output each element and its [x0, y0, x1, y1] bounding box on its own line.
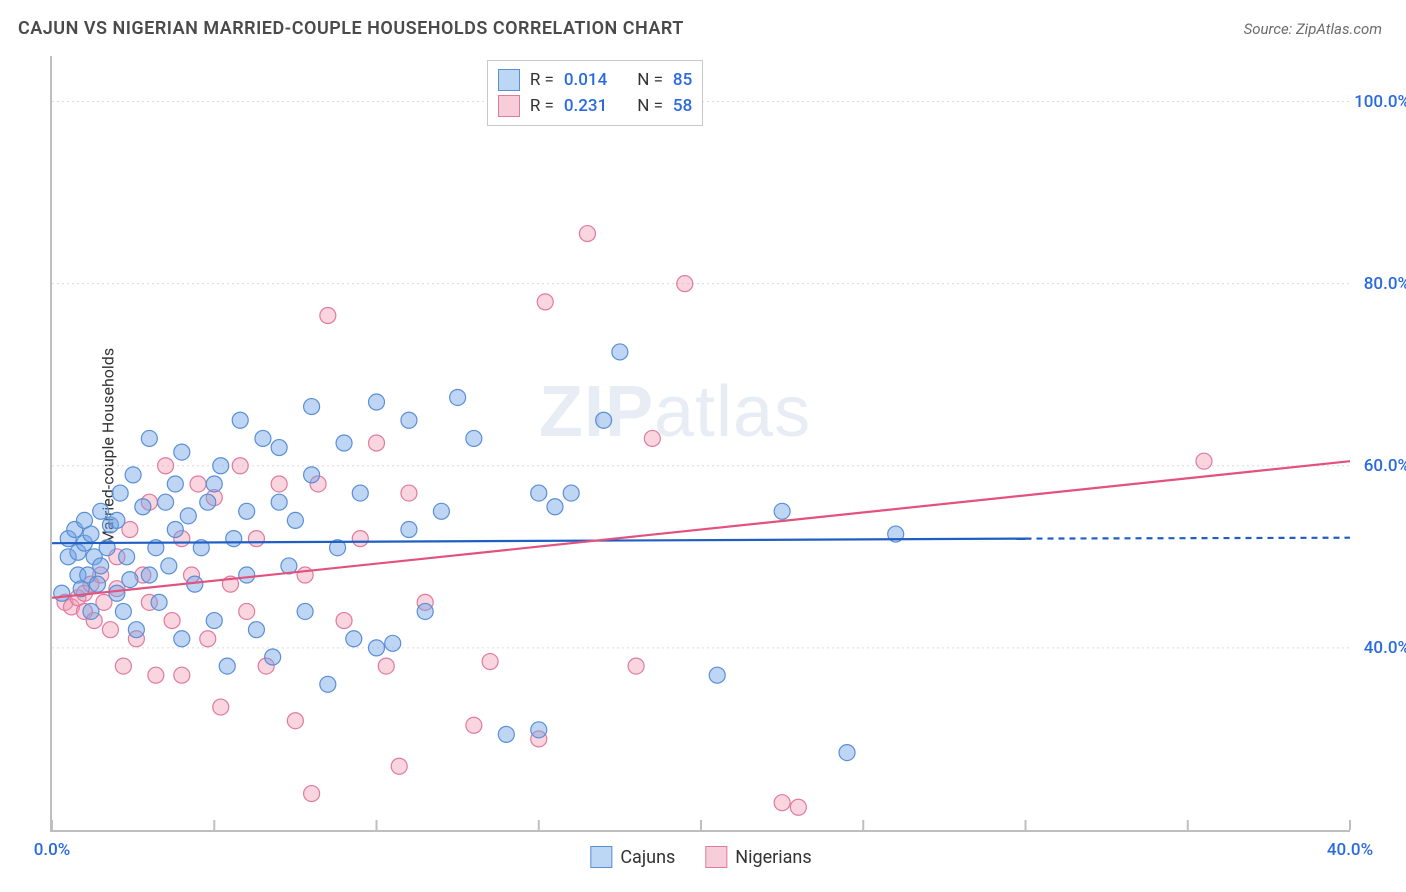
stat-r-value: 0.014: [564, 70, 607, 90]
y-tick-label: 100.0%: [1354, 92, 1406, 112]
stat-n-value: 85: [673, 70, 692, 90]
source-prefix: Source:: [1244, 20, 1296, 38]
stat-n-value: 58: [673, 96, 692, 116]
legend-item: Cajuns: [590, 846, 675, 868]
plot-area: ZIPatlas R =0.014N =85R =0.231N =58 Caju…: [50, 56, 1350, 832]
stats-row: R = 0.231 N = 58: [498, 93, 692, 119]
legend-swatch: [590, 846, 612, 868]
y-tick-label: 80.0%: [1364, 274, 1406, 294]
stats-row: R = 0.014 N = 85: [498, 67, 692, 93]
chart-container: CAJUN VS NIGERIAN MARRIED-COUPLE HOUSEHO…: [0, 0, 1406, 892]
stat-r-label: R =: [530, 70, 554, 90]
stat-n-label: N =: [637, 96, 663, 116]
stat-r-label: R =: [530, 96, 554, 116]
legend-label: Nigerians: [735, 847, 811, 868]
stat-r-value: 0.231: [564, 96, 607, 116]
legend-swatch: [705, 846, 727, 868]
x-tick-label: 0.0%: [34, 840, 71, 860]
source-name: ZipAtlas.com: [1296, 20, 1382, 38]
y-tick-label: 60.0%: [1364, 456, 1406, 476]
legend-item: Nigerians: [705, 846, 811, 868]
source-label: Source: ZipAtlas.com: [1244, 20, 1382, 38]
legend-bottom: Cajuns Nigerians: [590, 846, 811, 868]
y-tick-label: 40.0%: [1364, 638, 1406, 658]
stat-n-label: N =: [637, 70, 663, 90]
stats-box: R = 0.014 N = 85 R = 0.231 N = 58: [487, 60, 703, 126]
chart-title: CAJUN VS NIGERIAN MARRIED-COUPLE HOUSEHO…: [18, 18, 684, 39]
series-swatch: [498, 95, 520, 117]
x-tick-label: 40.0%: [1327, 840, 1373, 860]
legend-label: Cajuns: [620, 847, 675, 868]
series-swatch: [498, 69, 520, 91]
scatter-plot-svg: [52, 56, 1350, 830]
